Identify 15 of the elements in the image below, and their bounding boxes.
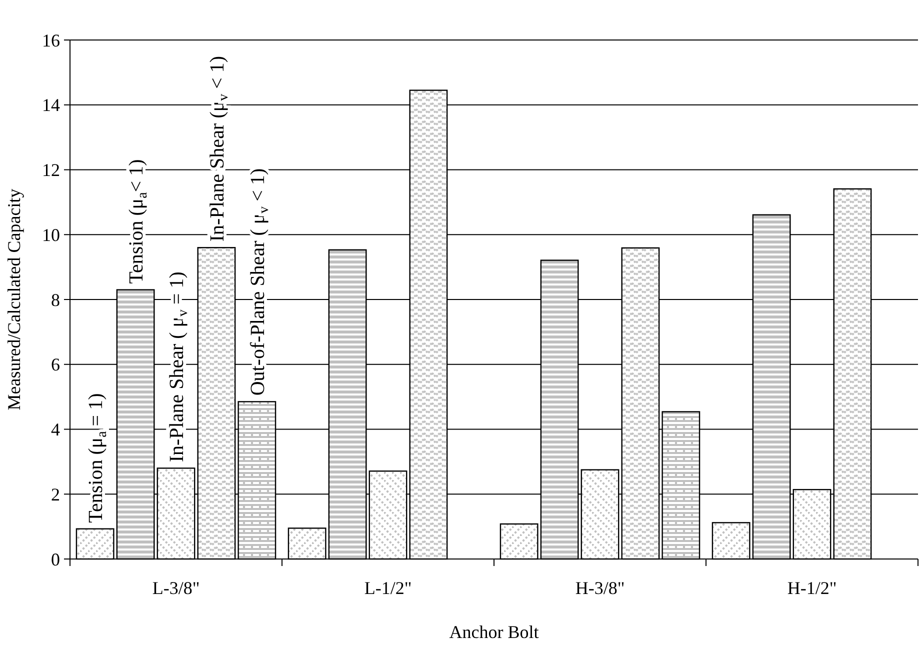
x-tick-label: H-3/8" [575,578,625,598]
x-tick-label: L-3/8" [152,578,200,598]
x-axis-title: Anchor Bolt [449,622,539,642]
y-tick-label: 12 [42,160,60,180]
y-tick-label: 16 [42,30,60,50]
y-axis-title: Measured/Calculated Capacity [4,188,24,410]
x-tick-label: H-1/2" [787,578,837,598]
x-tick-label: L-1/2" [364,578,412,598]
y-tick-label: 2 [51,484,60,504]
y-tick-label: 4 [51,420,60,440]
y-tick-label: 10 [42,224,60,245]
y-tick-label: 0 [51,549,60,570]
y-tick-label: 14 [42,95,60,116]
y-tick-label: 6 [51,354,60,375]
y-tick-label: 8 [51,290,60,310]
